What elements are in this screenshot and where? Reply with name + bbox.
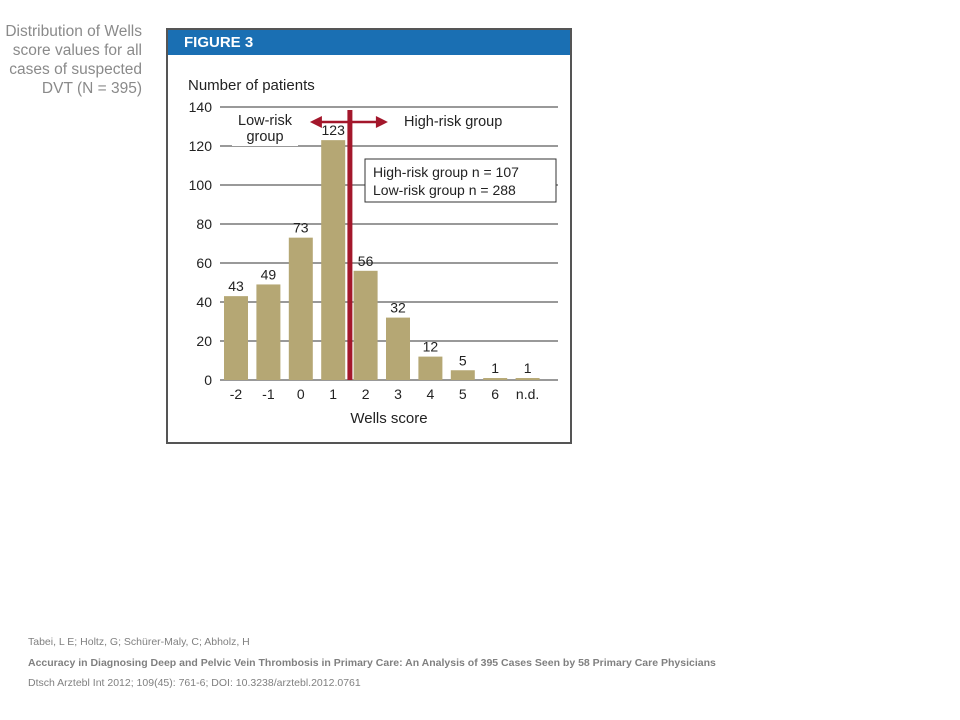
bar	[288, 237, 313, 380]
risk-arrow-left-head	[309, 116, 322, 128]
high-risk-label: High-risk group	[404, 114, 502, 130]
side-caption-line: DVT (N = 395)	[41, 80, 142, 97]
low-risk-label: Low-risk	[238, 113, 293, 129]
y-tick-label: 100	[189, 177, 213, 193]
risk-arrow-right-head	[375, 116, 388, 128]
bar-value-label: 43	[228, 278, 244, 294]
x-tick-label: 6	[491, 386, 499, 402]
bar	[450, 370, 475, 380]
y-tick-label: 120	[189, 138, 213, 154]
x-tick-label: 4	[427, 386, 435, 402]
bar-value-label: 1	[491, 360, 499, 376]
bar-value-label: 49	[261, 266, 277, 282]
y-axis-label: Number of patients	[188, 77, 315, 94]
high-risk-label-bg	[400, 110, 508, 128]
figure-side-caption: Distribution of Wells score values for a…	[0, 22, 142, 98]
citation-title: Accuracy in Diagnosing Deep and Pelvic V…	[28, 657, 716, 669]
bar	[224, 296, 248, 380]
y-tick-label: 60	[196, 255, 212, 271]
bar-value-label: 56	[358, 253, 374, 269]
group-count-text: Low-risk group n = 288	[373, 182, 516, 198]
x-tick-label: -1	[262, 386, 275, 402]
x-tick-label: n.d.	[516, 386, 539, 402]
citation-reference: Dtsch Arztebl Int 2012; 109(45): 761-6; …	[28, 677, 361, 689]
bar	[386, 317, 410, 380]
x-tick-label: 2	[362, 386, 370, 402]
bar-value-label: 1	[524, 360, 532, 376]
bar	[515, 378, 540, 380]
x-tick-label: 1	[329, 386, 337, 402]
y-tick-label: 0	[204, 372, 212, 388]
bar	[418, 356, 443, 380]
y-tick-label: 80	[196, 216, 212, 232]
bar	[321, 140, 346, 380]
bar	[483, 378, 508, 380]
y-tick-label: 140	[189, 99, 213, 115]
bar	[353, 270, 378, 380]
bar-value-label: 73	[293, 220, 309, 236]
x-axis-label: Wells score	[350, 410, 427, 427]
x-tick-label: -2	[230, 386, 243, 402]
group-count-text: High-risk group n = 107	[373, 164, 519, 180]
bar-value-label: 123	[322, 122, 346, 138]
y-tick-label: 40	[196, 294, 212, 310]
x-tick-label: 0	[297, 386, 305, 402]
side-caption-line: cases of suspected	[9, 61, 142, 78]
bar	[256, 284, 281, 380]
group-count-box	[364, 158, 557, 203]
citation-authors: Tabei, L E; Holtz, G; Schürer-Maly, C; A…	[28, 636, 250, 648]
side-caption-line: Distribution of Wells	[5, 23, 142, 40]
y-tick-label: 20	[196, 333, 212, 349]
x-tick-label: 3	[394, 386, 402, 402]
figure-panel: FIGURE 3 0 20 40 60 80 100 120 140 Number of pat…	[166, 28, 572, 444]
low-risk-label: group	[246, 129, 283, 145]
figure-header: FIGURE 3	[168, 30, 570, 55]
side-caption-line: score values for all	[12, 42, 142, 59]
bar-value-label: 5	[459, 352, 467, 368]
low-risk-label-bg	[232, 110, 298, 146]
bar-value-label: 12	[423, 339, 439, 355]
x-tick-label: 5	[459, 386, 467, 402]
bar-value-label: 32	[390, 300, 406, 316]
risk-divider-line	[347, 110, 353, 380]
